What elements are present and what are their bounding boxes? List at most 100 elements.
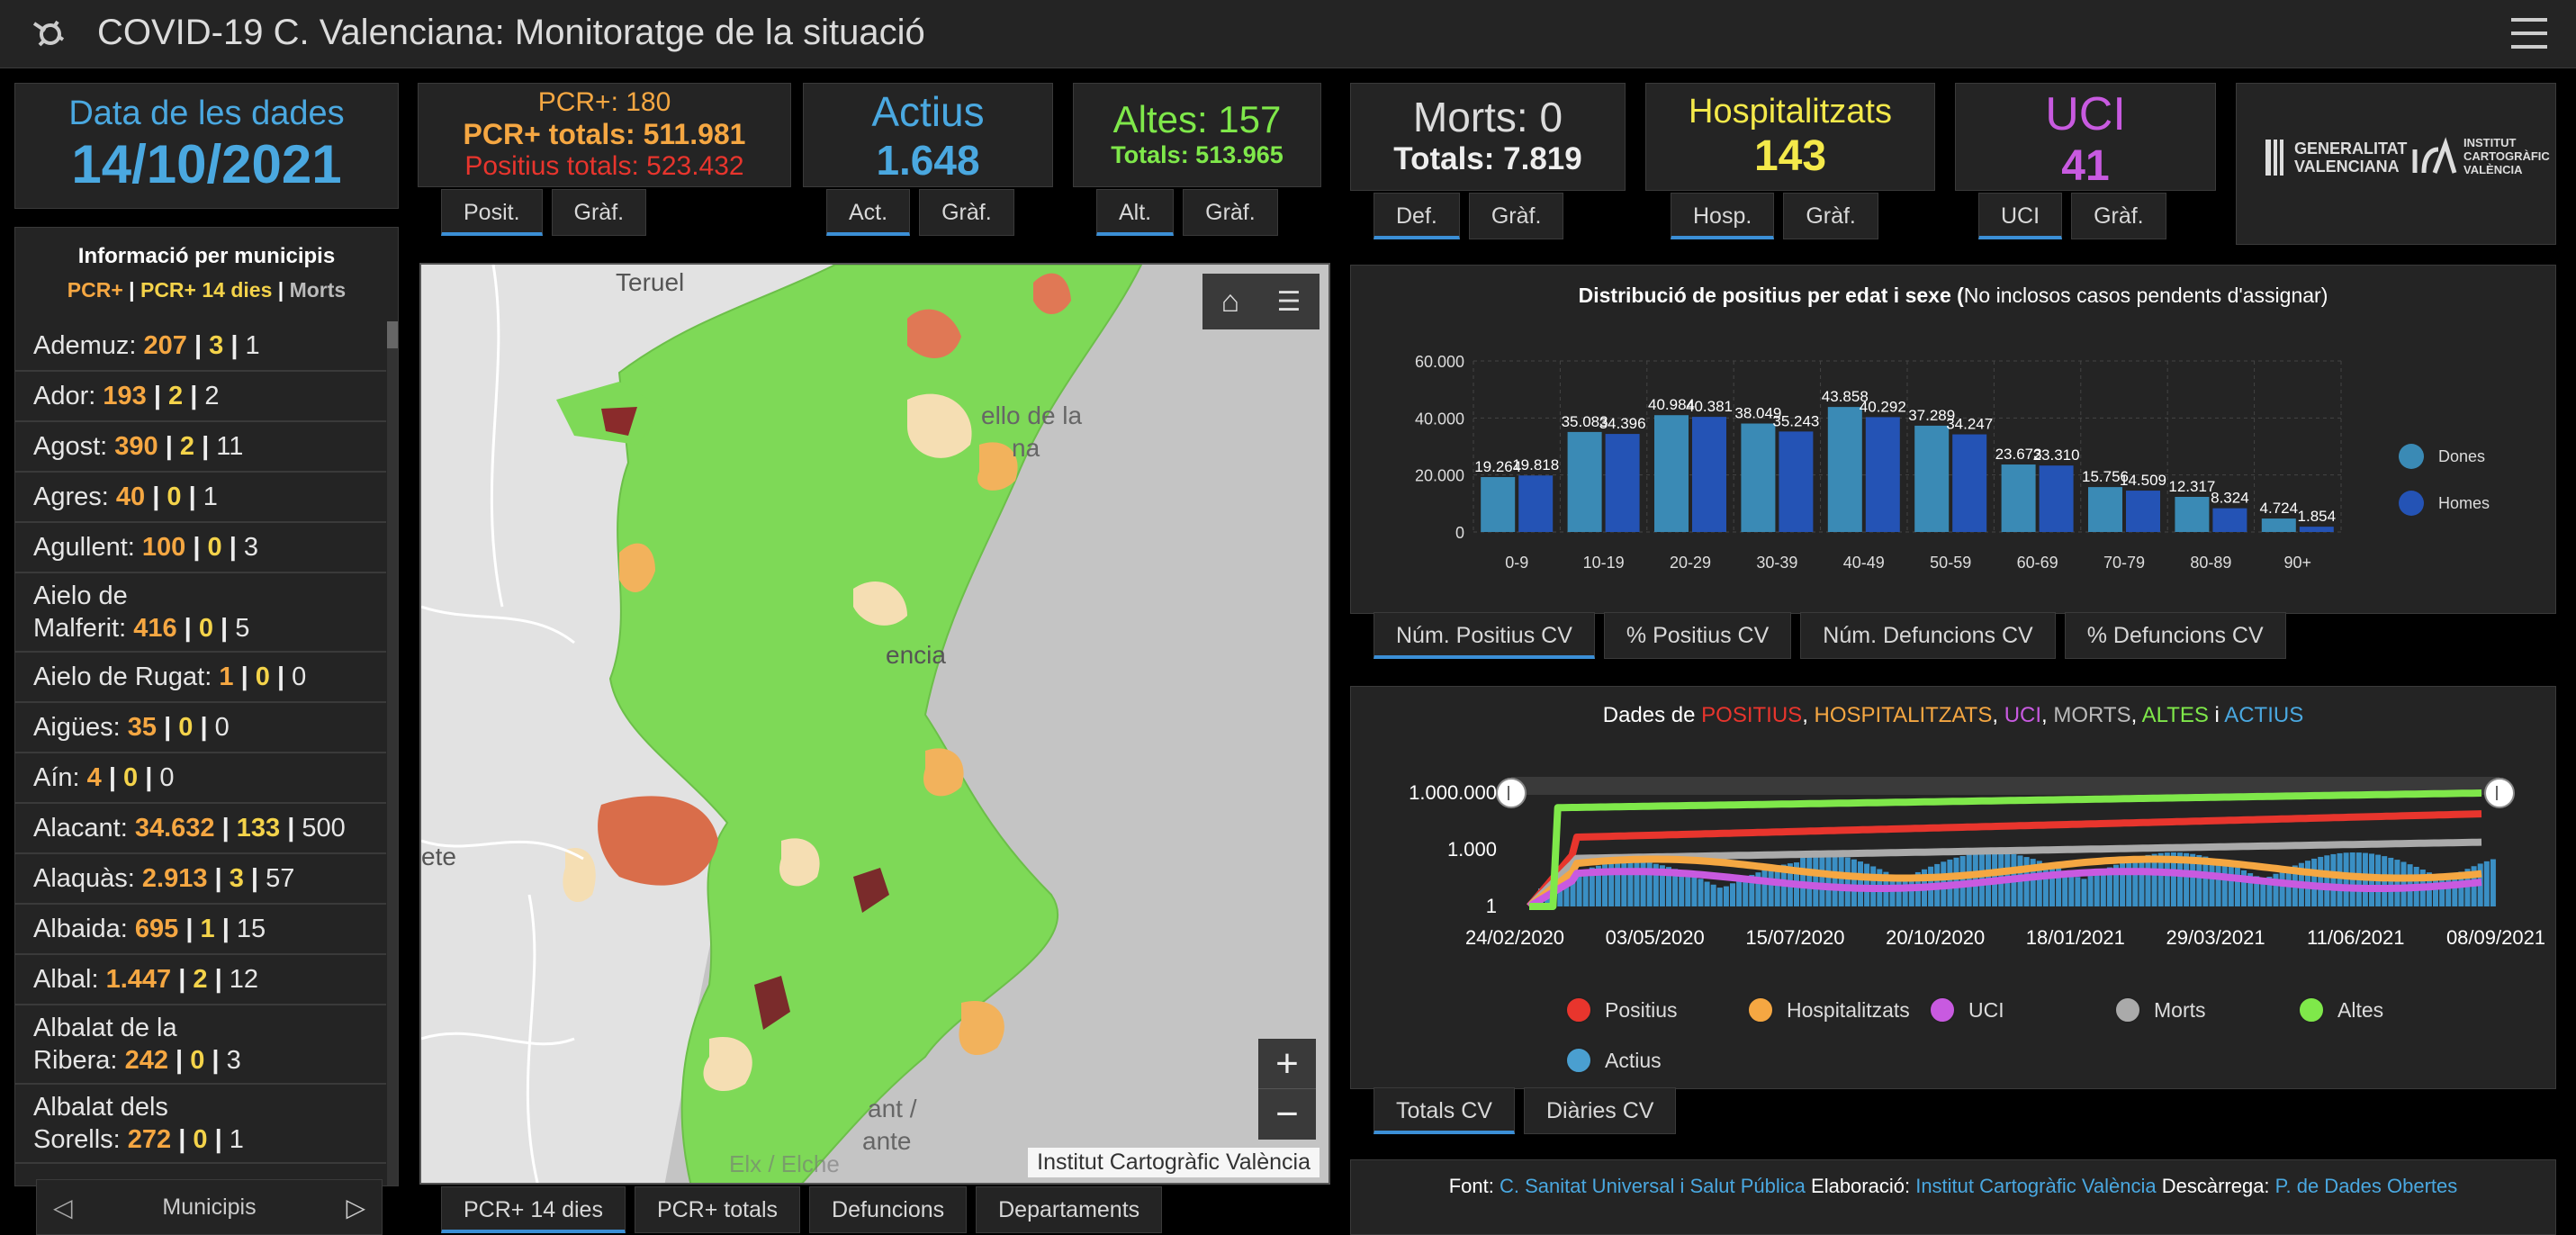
tab-pct-positius[interactable]: % Positius CV bbox=[1603, 612, 1792, 659]
pcr14-value: 0 bbox=[178, 712, 194, 742]
tab-act[interactable]: Act. bbox=[826, 189, 911, 236]
tab-num-positius[interactable]: Núm. Positius CV bbox=[1374, 612, 1595, 659]
actius-bar bbox=[2439, 878, 2445, 906]
lt-3: HOSPITALITZATS bbox=[1814, 703, 1993, 727]
bar bbox=[2001, 464, 2036, 532]
actius-bar bbox=[1634, 861, 1640, 906]
tab-uci[interactable]: UCI bbox=[1978, 193, 2063, 239]
tab-num-defuncions[interactable]: Núm. Defuncions CV bbox=[1800, 612, 2056, 659]
actius-bar bbox=[1557, 879, 1563, 906]
pcr14-value: 2 bbox=[193, 964, 208, 994]
chevron-left-icon[interactable]: ◁ bbox=[53, 1194, 73, 1221]
tab-uci-graf[interactable]: Gràf. bbox=[2071, 193, 2166, 239]
actius-bar bbox=[1615, 861, 1621, 906]
legend-label: Altes bbox=[2337, 997, 2384, 1022]
map[interactable]: Teruel ello de la na encia ete ant / ant… bbox=[419, 263, 1330, 1185]
chevron-right-icon[interactable]: ▷ bbox=[346, 1194, 365, 1221]
tab-pcr-totals[interactable]: PCR+ totals bbox=[634, 1186, 801, 1233]
list-item[interactable]: Alaquàs: 2.913 | 3 | 57 bbox=[15, 854, 386, 905]
data-label: 43.858 bbox=[1822, 388, 1869, 405]
x-tick-label: 08/09/2021 bbox=[2446, 926, 2545, 949]
y-tick-label: 40.000 bbox=[1415, 410, 1464, 428]
municipis-list[interactable]: Ademuz: 207 | 3 | 1 Ador: 193 | 2 | 2 Agos… bbox=[15, 321, 386, 1164]
list-item[interactable]: Albal: 1.447 | 2 | 12 bbox=[15, 955, 386, 1005]
hosp-label: Hospitalitzats bbox=[1689, 93, 1892, 131]
list-item[interactable]: Albalat dels Sorells: 272 | 0 | 1 bbox=[15, 1085, 386, 1164]
elab-link[interactable]: Institut Cartogràfic València bbox=[1915, 1175, 2157, 1197]
legend-swatch bbox=[2399, 444, 2424, 469]
zoom-in-button[interactable]: + bbox=[1258, 1039, 1316, 1089]
actius-bar bbox=[1698, 879, 1704, 906]
morts-value: 2 bbox=[204, 381, 220, 410]
map-label-albacete: ete bbox=[421, 843, 456, 870]
actius-bar bbox=[2190, 853, 2196, 906]
list-item[interactable]: Agres: 40 | 0 | 1 bbox=[15, 473, 386, 523]
list-item[interactable]: Agost: 390 | 2 | 11 bbox=[15, 422, 386, 473]
sources-text: Font: C. Sanitat Universal i Salut Públi… bbox=[1351, 1175, 2555, 1198]
list-item[interactable]: Aigües: 35 | 0 | 0 bbox=[15, 703, 386, 753]
actius-bar bbox=[2113, 864, 2119, 906]
actius-bar bbox=[2394, 860, 2400, 906]
list-item[interactable]: Ademuz: 207 | 3 | 1 bbox=[15, 321, 386, 372]
legend-item[interactable]: Altes bbox=[2298, 996, 2383, 1023]
tab-posit[interactable]: Posit. bbox=[441, 189, 543, 236]
actius-bar bbox=[2062, 870, 2068, 906]
tab-totals-cv[interactable]: Totals CV bbox=[1374, 1087, 1515, 1134]
list-item[interactable]: Aielo de Malferit: 416 | 0 | 5 bbox=[15, 573, 386, 653]
scrollbar[interactable] bbox=[387, 321, 398, 1185]
font-link[interactable]: C. Sanitat Universal i Salut Pública bbox=[1499, 1175, 1806, 1197]
actius-bar bbox=[2068, 873, 2075, 906]
hamburger-icon[interactable] bbox=[2511, 18, 2547, 49]
actius-bar bbox=[2087, 876, 2094, 906]
data-label: 40.292 bbox=[1860, 398, 1906, 415]
legend-item[interactable]: Actius bbox=[1565, 1047, 1662, 1074]
actius-box: Actius 1.648 bbox=[803, 83, 1053, 187]
tab-def-graf[interactable]: Gràf. bbox=[1468, 193, 1564, 239]
tab-alt-graf[interactable]: Gràf. bbox=[1183, 189, 1278, 236]
tab-diaries-cv[interactable]: Diàries CV bbox=[1523, 1087, 1677, 1134]
bar bbox=[2299, 527, 2334, 532]
actius-bar bbox=[2388, 857, 2394, 906]
tab-departaments[interactable]: Departaments bbox=[976, 1186, 1163, 1233]
list-item[interactable]: Aielo de Rugat: 1 | 0 | 0 bbox=[15, 653, 386, 703]
bar-title-rest: No inclosos casos pendents d'assignar) bbox=[1963, 284, 2328, 307]
tab-pcr-graf[interactable]: Gràf. bbox=[551, 189, 647, 236]
pcr14-value: 0 bbox=[207, 532, 222, 562]
data-label: 34.247 bbox=[1946, 416, 1993, 433]
list-item[interactable]: Agullent: 100 | 0 | 3 bbox=[15, 523, 386, 573]
actius-bar bbox=[2400, 861, 2407, 906]
page-title: COVID-19 C. Valenciana: Monitoratge de l… bbox=[97, 13, 925, 52]
bar-title-bold: Distribució de positius per edat i sexe … bbox=[1578, 284, 1964, 307]
tab-hosp[interactable]: Hosp. bbox=[1671, 193, 1775, 239]
tab-def[interactable]: Def. bbox=[1374, 193, 1460, 239]
x-tick-label: 70-79 bbox=[2103, 554, 2145, 572]
tab-defuncions[interactable]: Defuncions bbox=[809, 1186, 968, 1233]
legend-item[interactable]: Hospitalitzats bbox=[1747, 996, 1910, 1023]
x-tick-label: 24/02/2020 bbox=[1465, 926, 1564, 949]
actius-bar bbox=[1627, 861, 1634, 906]
legend-item[interactable]: Positius bbox=[1565, 996, 1678, 1023]
tab-pct-defuncions[interactable]: % Defuncions CV bbox=[2064, 612, 2286, 659]
list-icon[interactable]: ☰ bbox=[1276, 286, 1302, 317]
list-item[interactable]: Alacant: 34.632 | 133 | 500 bbox=[15, 804, 386, 854]
map-label-alacant: ant / bbox=[868, 1095, 917, 1122]
tab-pcr14[interactable]: PCR+ 14 dies bbox=[441, 1186, 626, 1233]
list-item[interactable]: Albalat de la Ribera: 242 | 0 | 3 bbox=[15, 1005, 386, 1085]
legend-item[interactable]: Morts bbox=[2114, 996, 2206, 1023]
list-item[interactable]: Aín: 4 | 0 | 0 bbox=[15, 753, 386, 804]
timeline-chart[interactable]: 1 1.000 1.000.000 24/02/2020 03/05/2020 15/07… bbox=[1351, 687, 2557, 957]
home-icon[interactable]: ⌂ bbox=[1220, 284, 1240, 319]
tab-alt[interactable]: Alt. bbox=[1096, 189, 1175, 236]
municipi-name: Albal: bbox=[33, 964, 99, 994]
download-link[interactable]: P. de Dades Obertes bbox=[2274, 1175, 2458, 1197]
x-tick-label: 40-49 bbox=[1843, 554, 1885, 572]
tab-hosp-graf[interactable]: Gràf. bbox=[1783, 193, 1878, 239]
zoom-out-button[interactable]: − bbox=[1275, 1092, 1299, 1136]
legend-item[interactable]: UCI bbox=[1929, 996, 2004, 1023]
data-label: 19.264 bbox=[1474, 458, 1521, 475]
tab-act-graf[interactable]: Gràf. bbox=[919, 189, 1014, 236]
list-item[interactable]: Ador: 193 | 2 | 2 bbox=[15, 372, 386, 422]
y-tick-label: 1.000 bbox=[1447, 838, 1497, 861]
list-item[interactable]: Albaida: 695 | 1 | 15 bbox=[15, 905, 386, 955]
municipi-name-line1: Albalat dels bbox=[33, 1093, 168, 1122]
